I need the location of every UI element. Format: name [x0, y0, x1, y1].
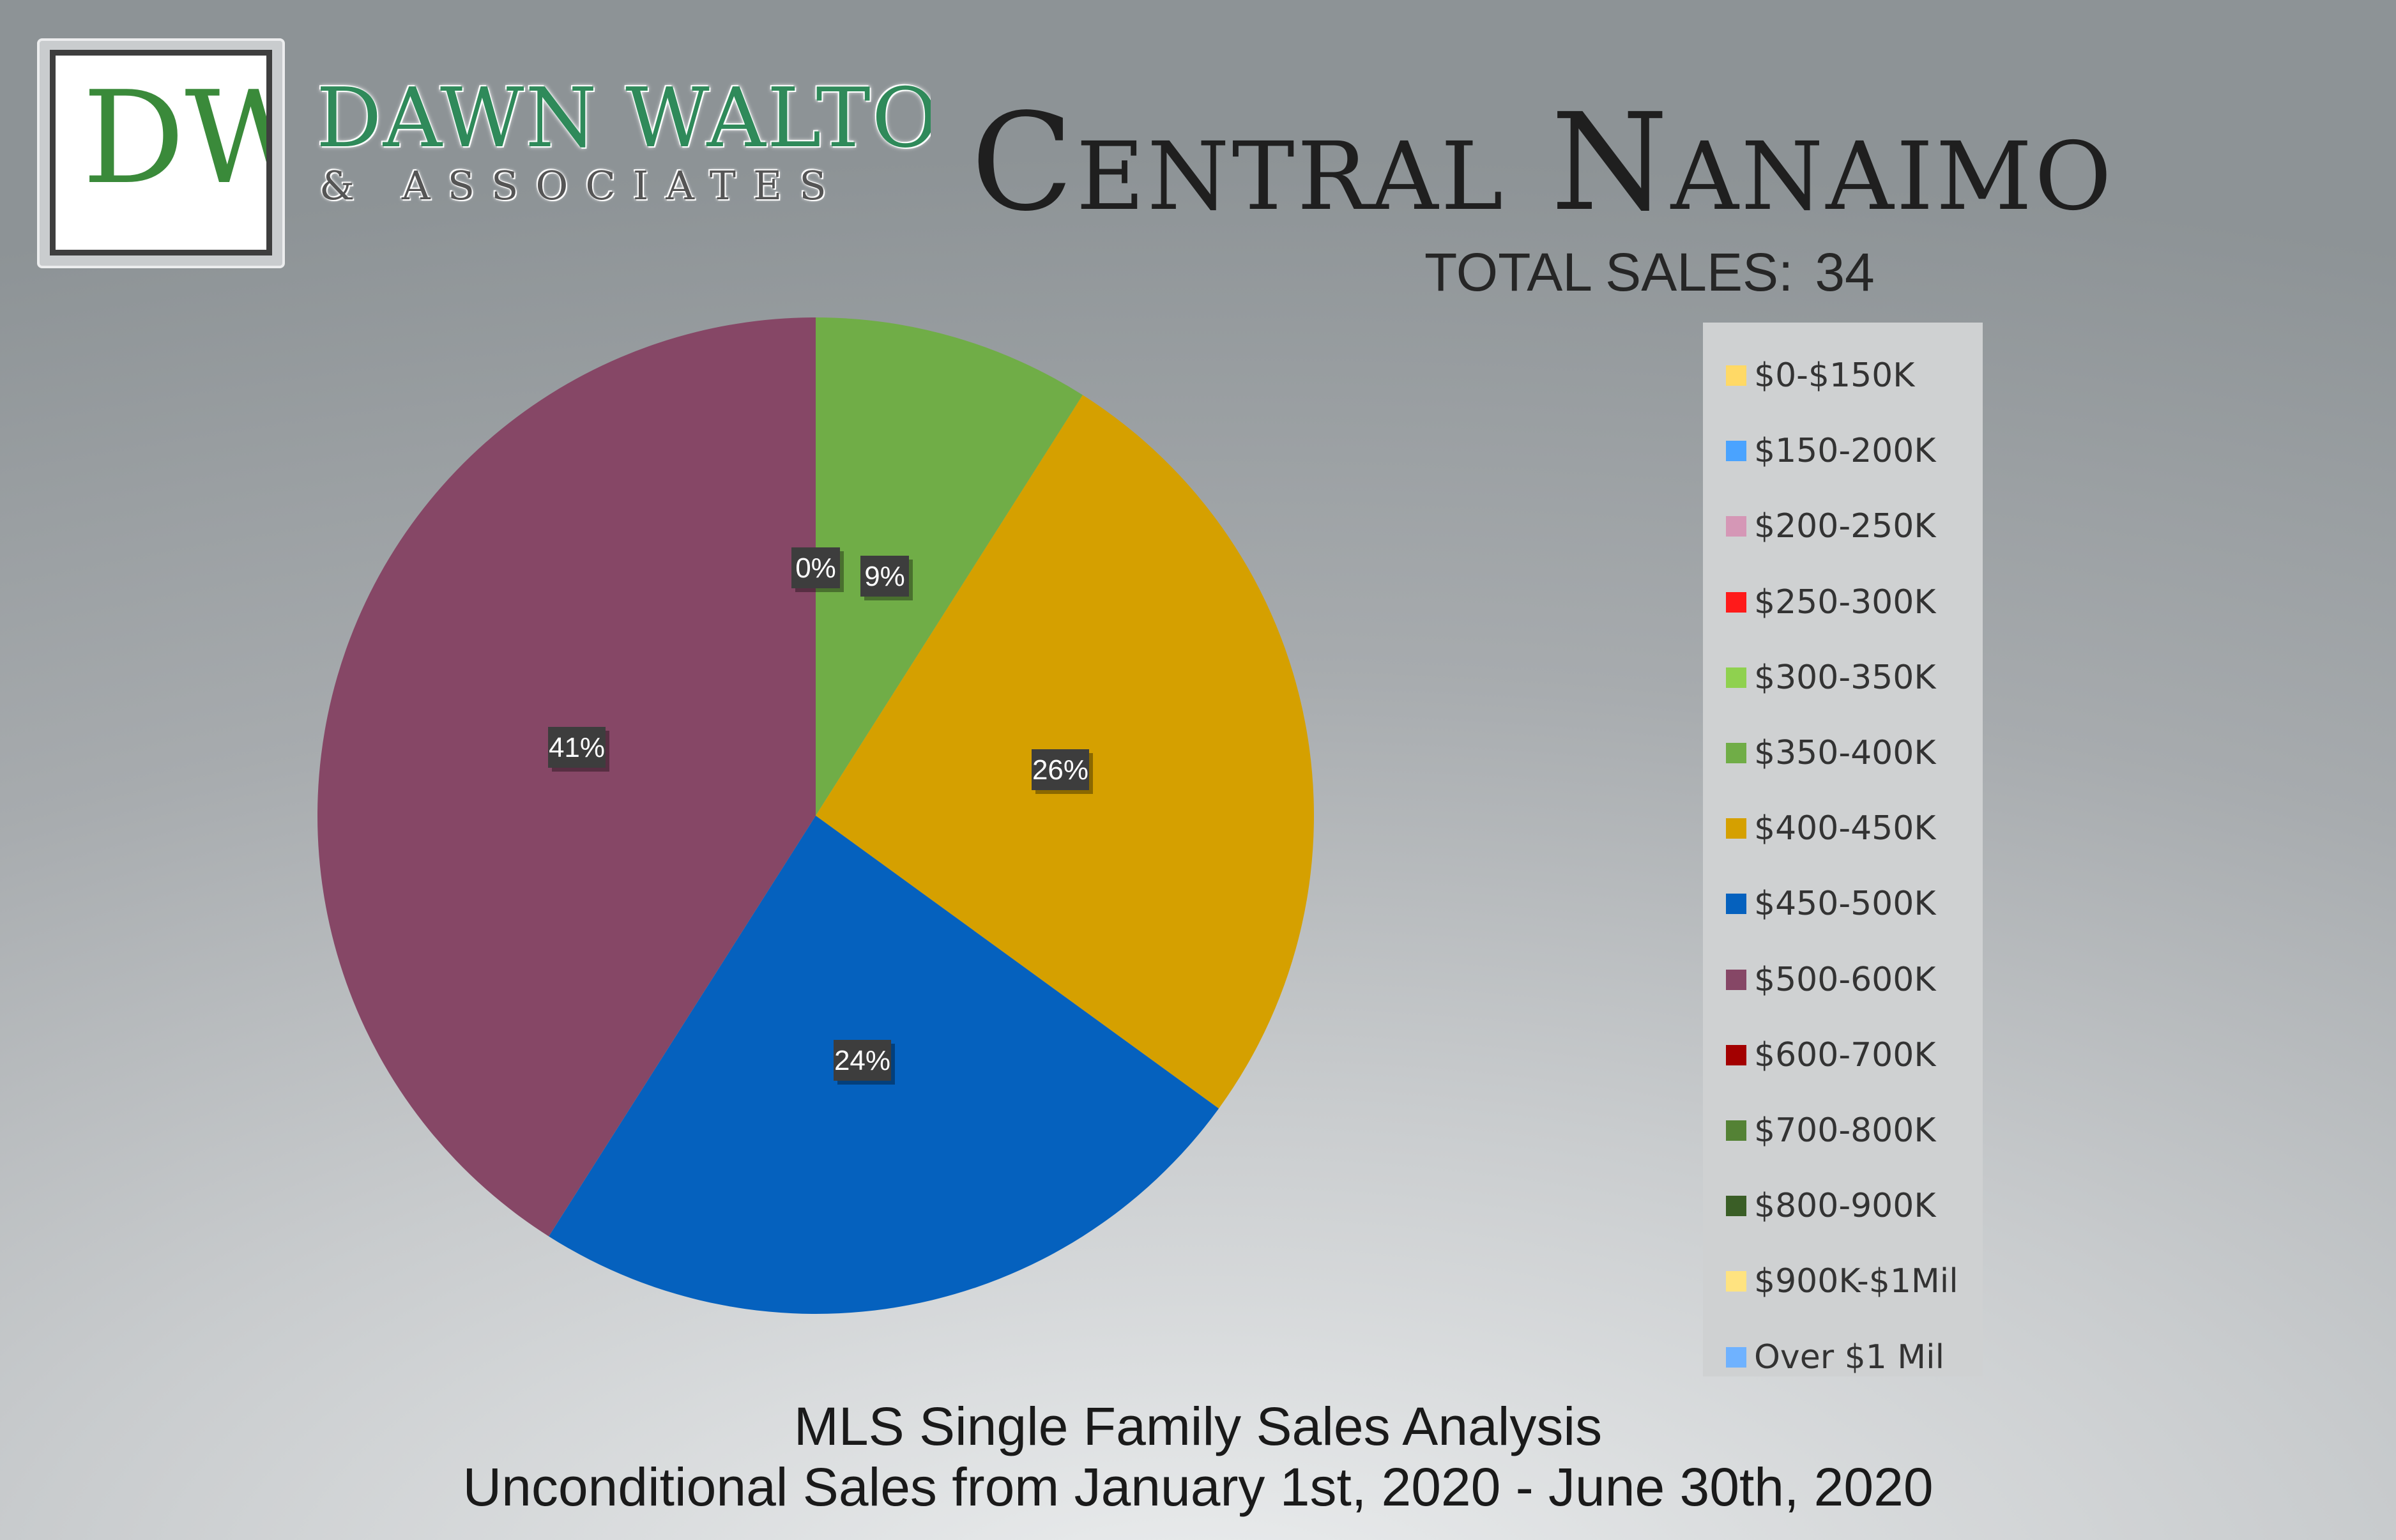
slice-label-text: 41%	[549, 732, 605, 763]
slice-label-text: 24%	[834, 1045, 890, 1076]
slice-data-label: 9%	[860, 556, 913, 600]
legend-label: $0-$150K	[1754, 356, 1915, 395]
pie-slice	[317, 317, 816, 1237]
legend-swatch	[1726, 516, 1746, 537]
legend-swatch	[1726, 667, 1746, 688]
pie-slice	[816, 317, 1083, 816]
slice-label-text: 9%	[864, 561, 905, 592]
slice-data-label: 41%	[548, 727, 609, 772]
legend-item: $300-350K	[1703, 640, 1983, 715]
legend-item: $500-600K	[1703, 942, 1983, 1018]
legend-label: $300-350K	[1754, 658, 1936, 697]
legend-swatch	[1726, 969, 1746, 990]
legend-item: $700-800K	[1703, 1093, 1983, 1168]
legend-swatch	[1726, 743, 1746, 764]
total-sales: TOTAL SALES: 34	[1424, 241, 1948, 303]
legend-item: $250-300K	[1703, 565, 1983, 640]
brand-name: DAWN WALTON	[316, 78, 931, 160]
legend-label: $900K-$1Mil	[1754, 1262, 1958, 1301]
slice-data-label: 24%	[834, 1040, 895, 1085]
slice-data-label: 0%	[791, 547, 844, 592]
legend-swatch	[1726, 441, 1746, 462]
legend-label: $200-250K	[1754, 507, 1936, 546]
legend-label: $150-200K	[1754, 432, 1936, 471]
legend-label: $450-500K	[1754, 885, 1936, 924]
legend-label: $250-300K	[1754, 583, 1936, 621]
legend-swatch	[1726, 1044, 1746, 1065]
legend-swatch	[1726, 1120, 1746, 1141]
page-title: Central Nanaimo	[971, 84, 2114, 241]
legend-label: Over $1 Mil	[1754, 1338, 1945, 1376]
legend-item: $900K-$1Mil	[1703, 1244, 1983, 1319]
legend-label: $700-800K	[1754, 1111, 1936, 1150]
legend-item: $350-400K	[1703, 715, 1983, 791]
slice-label-text: 26%	[1032, 754, 1088, 786]
total-sales-label: TOTAL SALES:	[1424, 242, 1794, 302]
legend-swatch	[1726, 818, 1746, 839]
legend-item: $450-500K	[1703, 866, 1983, 942]
legend-item: $150-200K	[1703, 413, 1983, 489]
legend-item: $800-900K	[1703, 1168, 1983, 1244]
legend-swatch	[1726, 365, 1746, 386]
legend-item: $200-250K	[1703, 489, 1983, 564]
legend-label: $600-700K	[1754, 1035, 1936, 1074]
legend-swatch	[1726, 1346, 1746, 1368]
brand-subtitle: & ASSOCIATES	[319, 166, 844, 206]
legend-swatch	[1726, 591, 1746, 613]
legend-item: $600-700K	[1703, 1018, 1983, 1093]
legend-label: $400-450K	[1754, 809, 1936, 848]
legend-item: $0-$150K	[1703, 338, 1983, 413]
legend-label: $500-600K	[1754, 960, 1936, 999]
footer-subtitle: MLS Single Family Sales Analysis	[793, 1396, 1603, 1456]
chart-legend: $0-$150K $150-200K $200-250K $250-300K $300-…	[1703, 323, 1983, 1376]
legend-swatch	[1726, 894, 1746, 915]
legend-swatch	[1726, 1271, 1746, 1292]
footer-date-range: Unconditional Sales from January 1st, 20…	[462, 1457, 1934, 1517]
slice-label-text: 0%	[795, 553, 836, 584]
total-sales-value: 34	[1815, 242, 1875, 302]
legend-item: $400-450K	[1703, 791, 1983, 866]
legend-item: Over $1 Mil	[1703, 1319, 1983, 1394]
legend-label: $800-900K	[1754, 1187, 1936, 1226]
legend-swatch	[1726, 1196, 1746, 1217]
logo-frame: DW	[37, 38, 316, 268]
legend-label: $350-400K	[1754, 734, 1936, 773]
slice-data-label: 26%	[1032, 749, 1093, 794]
